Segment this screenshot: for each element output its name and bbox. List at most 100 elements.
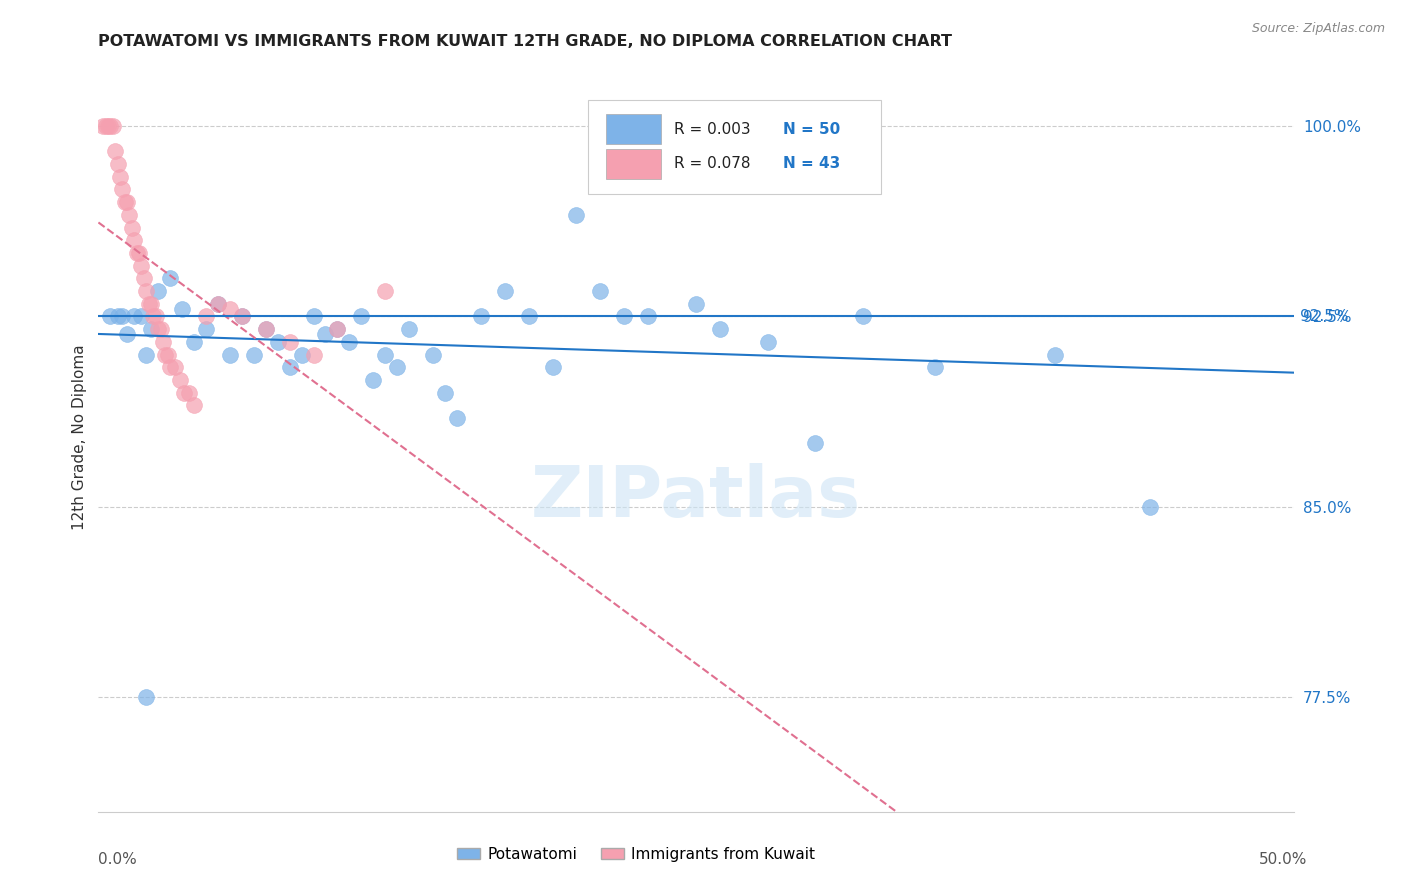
Point — [101, 119, 124, 133]
Point — [1043, 347, 1066, 361]
Point — [163, 360, 186, 375]
Point — [98, 119, 122, 133]
Point — [115, 195, 138, 210]
Point — [852, 310, 875, 324]
Point — [231, 310, 253, 324]
FancyBboxPatch shape — [606, 149, 661, 178]
Point — [254, 322, 277, 336]
Point — [111, 310, 134, 324]
Point — [135, 284, 157, 298]
Point — [131, 259, 153, 273]
Point — [756, 334, 779, 349]
Point — [159, 360, 181, 375]
Point — [709, 322, 731, 336]
Point — [108, 169, 131, 184]
Legend: Potawatomi, Immigrants from Kuwait: Potawatomi, Immigrants from Kuwait — [451, 840, 821, 868]
Point — [470, 310, 492, 324]
Point — [91, 119, 114, 133]
Point — [267, 334, 290, 349]
Point — [142, 310, 165, 324]
Point — [195, 322, 218, 336]
Point — [107, 310, 129, 324]
Point — [589, 284, 612, 298]
Text: R = 0.003: R = 0.003 — [675, 121, 751, 136]
FancyBboxPatch shape — [606, 114, 661, 145]
Point — [494, 284, 516, 298]
Point — [924, 360, 946, 375]
Point — [111, 182, 134, 196]
Point — [326, 322, 349, 336]
Point — [804, 436, 827, 450]
Point — [121, 220, 143, 235]
Point — [243, 347, 266, 361]
Text: POTAWATOMI VS IMMIGRANTS FROM KUWAIT 12TH GRADE, NO DIPLOMA CORRELATION CHART: POTAWATOMI VS IMMIGRANTS FROM KUWAIT 12T… — [98, 34, 952, 49]
Point — [398, 322, 420, 336]
Point — [156, 347, 179, 361]
Point — [219, 347, 242, 361]
Point — [254, 322, 277, 336]
Text: 50.0%: 50.0% — [1260, 852, 1308, 867]
Text: N = 43: N = 43 — [783, 156, 841, 171]
Point — [374, 284, 396, 298]
Point — [363, 373, 385, 387]
Text: R = 0.078: R = 0.078 — [675, 156, 751, 171]
Point — [172, 301, 194, 316]
Point — [385, 360, 409, 375]
Point — [135, 347, 157, 361]
Point — [565, 208, 588, 222]
Point — [159, 271, 181, 285]
Point — [613, 310, 636, 324]
Text: 0.0%: 0.0% — [98, 852, 138, 867]
Point — [278, 334, 301, 349]
Point — [139, 297, 162, 311]
Point — [118, 208, 141, 222]
Point — [183, 398, 205, 412]
Point — [179, 385, 201, 400]
Point — [152, 334, 174, 349]
Text: N = 50: N = 50 — [783, 121, 841, 136]
Point — [231, 310, 253, 324]
Text: Source: ZipAtlas.com: Source: ZipAtlas.com — [1251, 22, 1385, 36]
Point — [124, 233, 146, 247]
Point — [107, 157, 129, 171]
Text: 92.5%: 92.5% — [1301, 309, 1348, 324]
Point — [1139, 500, 1161, 514]
Point — [291, 347, 314, 361]
Point — [302, 310, 325, 324]
Point — [183, 334, 205, 349]
Point — [685, 297, 707, 311]
Point — [517, 310, 540, 324]
Point — [302, 347, 325, 361]
Point — [148, 322, 170, 336]
Point — [148, 284, 170, 298]
Point — [124, 310, 146, 324]
Point — [139, 322, 162, 336]
Point — [104, 145, 127, 159]
Point — [446, 411, 468, 425]
Point — [434, 385, 457, 400]
Point — [350, 310, 373, 324]
Point — [98, 310, 122, 324]
Point — [315, 327, 337, 342]
Point — [97, 119, 120, 133]
Text: ZIPatlas: ZIPatlas — [531, 463, 860, 532]
Point — [149, 322, 172, 336]
Y-axis label: 12th Grade, No Diploma: 12th Grade, No Diploma — [72, 344, 87, 530]
Point — [541, 360, 564, 375]
Point — [173, 385, 195, 400]
Point — [207, 297, 229, 311]
Point — [128, 246, 150, 260]
Point — [195, 310, 218, 324]
Point — [135, 690, 157, 705]
Point — [326, 322, 349, 336]
Point — [637, 310, 659, 324]
Point — [422, 347, 444, 361]
Point — [374, 347, 396, 361]
FancyBboxPatch shape — [589, 100, 882, 194]
Point — [138, 297, 160, 311]
Point — [132, 271, 155, 285]
Point — [125, 246, 148, 260]
Point — [115, 327, 138, 342]
Point — [169, 373, 191, 387]
Point — [278, 360, 301, 375]
